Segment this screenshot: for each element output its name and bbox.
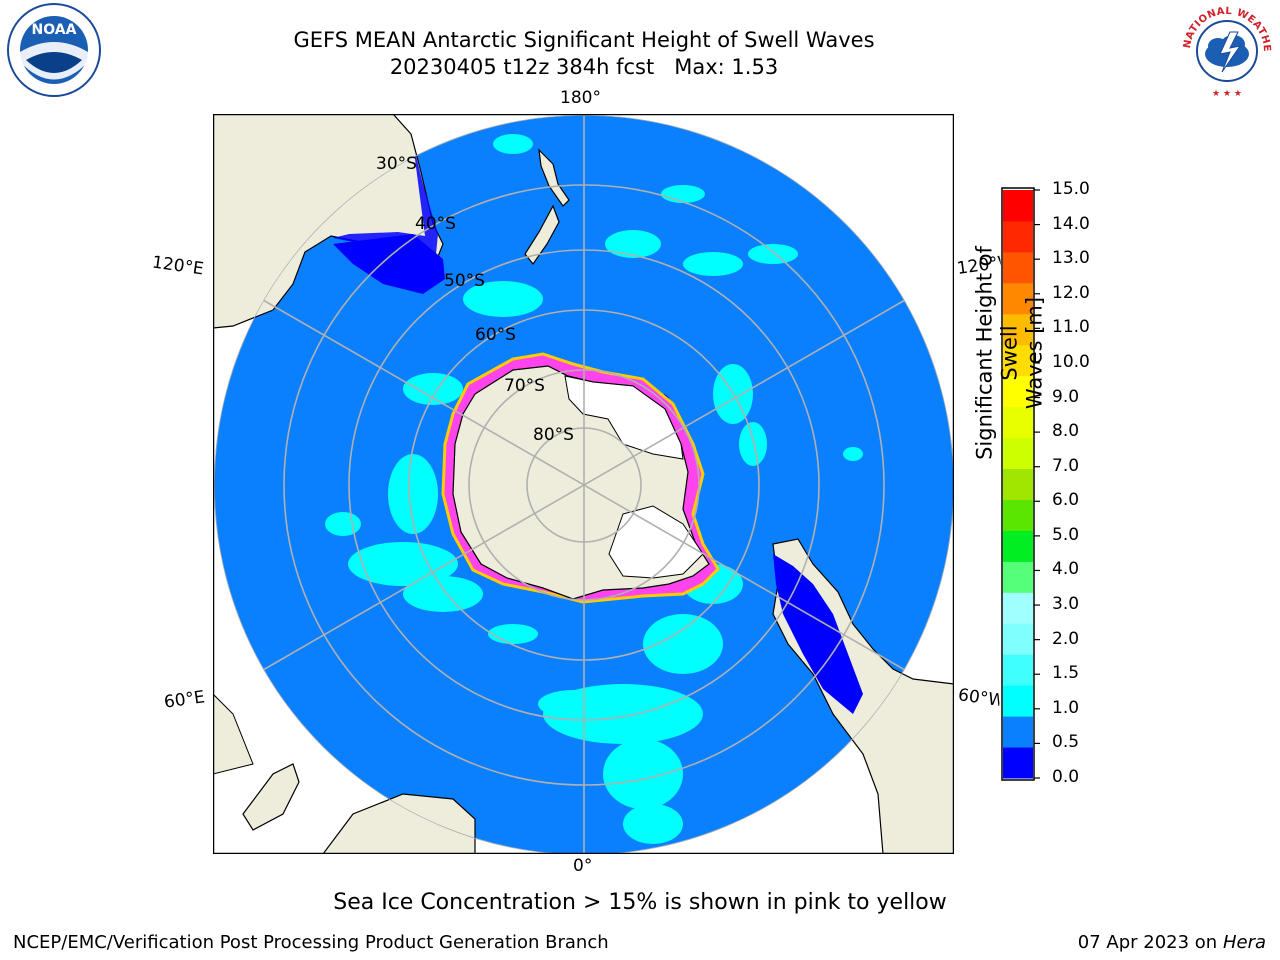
- lat-label-50s: 50°S: [444, 271, 485, 291]
- colorbar-swatch: [1003, 190, 1033, 222]
- footer-timestamp: 07 Apr 2023 on Hera: [1078, 932, 1266, 953]
- svg-text:★ ★ ★: ★ ★ ★: [1212, 89, 1242, 99]
- colorbar: [1001, 187, 1040, 781]
- lat-label-60s: 60°S: [475, 325, 516, 345]
- colorbar-swatch: [1003, 592, 1033, 624]
- colorbar-tick-label: 1.5: [1052, 663, 1080, 684]
- lat-label-30s: 30°S: [376, 154, 417, 174]
- lat-label-70s: 70°S: [504, 376, 545, 396]
- lon-label-60w: 60°W: [956, 685, 1002, 711]
- filchner-ronne-ice-shelf: [608, 505, 704, 579]
- colorbar-tick-label: 15.0: [1052, 179, 1090, 199]
- colorbar-label-line2: Waves [m]: [1022, 296, 1047, 410]
- colorbar-tick-label: 0.5: [1052, 732, 1080, 753]
- colorbar-tick-label: 12.0: [1052, 282, 1090, 303]
- chart-title: GEFS MEAN Antarctic Significant Height o…: [293, 28, 875, 52]
- colorbar-tick-label: 9.0: [1052, 386, 1080, 407]
- lat-label-40s: 40°S: [415, 214, 456, 234]
- colorbar-swatch: [1003, 468, 1033, 500]
- colorbar-tick-label: 0.0: [1052, 767, 1080, 787]
- lon-label-0: 0°: [573, 856, 593, 876]
- noaa-logo-icon: NOAA: [7, 3, 101, 97]
- nws-logo-icon: NATIONAL WEATHER SERVICE ★ ★ ★: [1178, 2, 1274, 99]
- colorbar-swatch: [1003, 530, 1033, 562]
- lon-label-180: 180°: [560, 88, 601, 108]
- colorbar-swatch: [1003, 654, 1033, 686]
- swell-patches: [325, 134, 863, 844]
- lon-label-120e: 120°E: [150, 252, 205, 280]
- noaa-logo-text: NOAA: [32, 22, 77, 38]
- colorbar-swatch: [1003, 375, 1033, 408]
- colorbar-label-line1: Significant Height of Swell: [972, 246, 1022, 460]
- polar-map: 30°S 40°S 50°S 60°S 70°S 80°S: [213, 114, 954, 854]
- colorbar-label: Significant Height of Swell Waves [m]: [973, 246, 1048, 593]
- colorbar-swatch: [1003, 623, 1033, 655]
- colorbar-tick-label: 13.0: [1052, 248, 1090, 269]
- madagascar-landmass: [242, 763, 300, 831]
- footer-machine: Hera: [1222, 932, 1266, 953]
- colorbar-swatch: [1003, 313, 1033, 346]
- colorbar-swatch: [1003, 282, 1033, 315]
- graticule: [214, 115, 954, 854]
- colorbar-swatch: [1003, 220, 1033, 253]
- colorbar-tick-label: 2.0: [1052, 628, 1080, 649]
- lat-label-80s: 80°S: [533, 425, 574, 445]
- colorbar-swatch: [1003, 747, 1033, 779]
- new-zealand-landmass: [538, 148, 570, 207]
- colorbar-tick-label: 14.0: [1052, 213, 1090, 234]
- forecast-date: 20230405 t12z 384h fcst: [389, 55, 655, 79]
- colorbar-tick-label: 8.0: [1052, 421, 1080, 442]
- colorbar-swatch: [1003, 344, 1033, 377]
- colorbar-tick-label: 11.0: [1052, 317, 1090, 338]
- colorbar-tick-label: 4.0: [1052, 559, 1080, 580]
- colorbar-tick-label: 5.0: [1052, 524, 1080, 545]
- colorbar-swatch: [1003, 685, 1033, 717]
- colorbar-tick-label: 3.0: [1052, 594, 1080, 615]
- sea-ice-caption: Sea Ice Concentration > 15% is shown in …: [333, 890, 947, 915]
- colorbar-tick-label: 7.0: [1052, 455, 1080, 476]
- colorbar-tick-label: 1.0: [1052, 697, 1080, 718]
- colorbar-swatch: [1003, 251, 1033, 284]
- footer-producer: NCEP/EMC/Verification Post Processing Pr…: [13, 932, 609, 953]
- chart-subtitle: 20230405 t12z 384h fcst Max: 1.53: [0, 54, 1168, 80]
- max-value: Max: 1.53: [674, 55, 779, 79]
- footer-date: 07 Apr 2023 on: [1077, 932, 1218, 953]
- colorbar-tick-label: 10.0: [1052, 351, 1090, 372]
- colorbar-swatch: [1003, 499, 1033, 531]
- colorbar-tick-label: 6.0: [1052, 490, 1080, 511]
- colorbar-swatch: [1003, 406, 1033, 439]
- ross-ice-shelf: [564, 375, 684, 460]
- colorbar-swatch: [1003, 561, 1033, 593]
- colorbar-swatch: [1003, 437, 1033, 470]
- lon-label-60e: 60°E: [162, 687, 207, 713]
- colorbar-swatch: [1003, 716, 1033, 748]
